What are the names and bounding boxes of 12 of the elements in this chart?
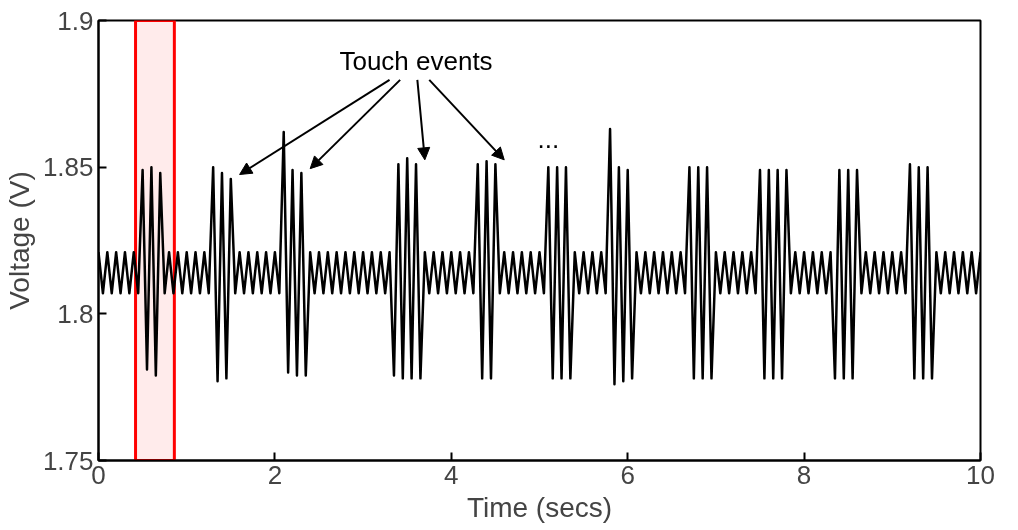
y-axis-title: Voltage (V) <box>3 171 35 310</box>
x-tick-label: 10 <box>966 459 995 490</box>
x-axis-title: Time (secs) <box>466 491 613 523</box>
x-tick-label: 6 <box>620 459 635 490</box>
y-tick-label: 1.9 <box>57 5 94 36</box>
y-tick-label: 1.8 <box>57 298 94 329</box>
annotation: Touch events <box>339 45 493 76</box>
x-tick-label: 4 <box>444 459 459 490</box>
x-tick-label: 2 <box>267 459 283 490</box>
y-tick-label: 1.85 <box>42 152 94 183</box>
annotation: ... <box>537 124 560 155</box>
x-tick-label: 8 <box>796 459 812 490</box>
